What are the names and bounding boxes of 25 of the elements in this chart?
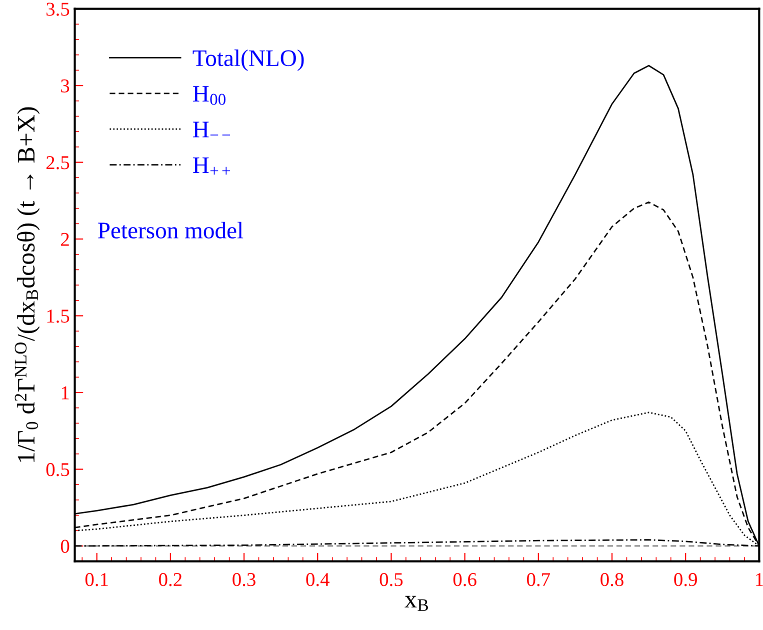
- y-tick-label: 1.5: [47, 310, 70, 323]
- y-tick-label: 3.5: [46, 2, 70, 16]
- x-tick-label: 0.7: [526, 573, 550, 586]
- x-tick-label: 1: [756, 573, 763, 586]
- x-tick-label: 0.8: [600, 573, 624, 586]
- x-tick-label: 0.5: [380, 573, 403, 586]
- legend-label: H$_{−−}$: [193, 122, 230, 138]
- legend-label: H$_{++}$: [193, 158, 230, 175]
- y-tick-label: 0: [60, 540, 70, 553]
- annotation: Peterson model: [98, 222, 244, 238]
- legend-label: Total(NLO): [192, 50, 304, 71]
- x-tick-label: 0.1: [85, 573, 108, 586]
- x-tick-label: 0.4: [306, 573, 330, 586]
- x-tick-label: 0.3: [232, 573, 256, 586]
- y-tick-label: 2.5: [46, 156, 70, 170]
- y-tick-label: 1: [62, 386, 69, 400]
- y-tick-label: 0.5: [46, 463, 70, 476]
- x-tick-label: 0.6: [453, 573, 476, 586]
- x-tick-label: 0.2: [159, 573, 182, 586]
- y-tick-label: 3: [61, 79, 70, 92]
- y-tick-label: 2: [61, 232, 69, 246]
- x-tick-label: 0.9: [674, 573, 697, 586]
- x-axis-title: x$_{B}$: [404, 596, 428, 611]
- text: 1/Γ$_{0}$ d$^{2}$Γ$^{NLO}$/(dx$_{B}$dcosθ) (t → B+X): [14, 107, 40, 462]
- legend-label: H$_{00}$: [193, 86, 226, 105]
